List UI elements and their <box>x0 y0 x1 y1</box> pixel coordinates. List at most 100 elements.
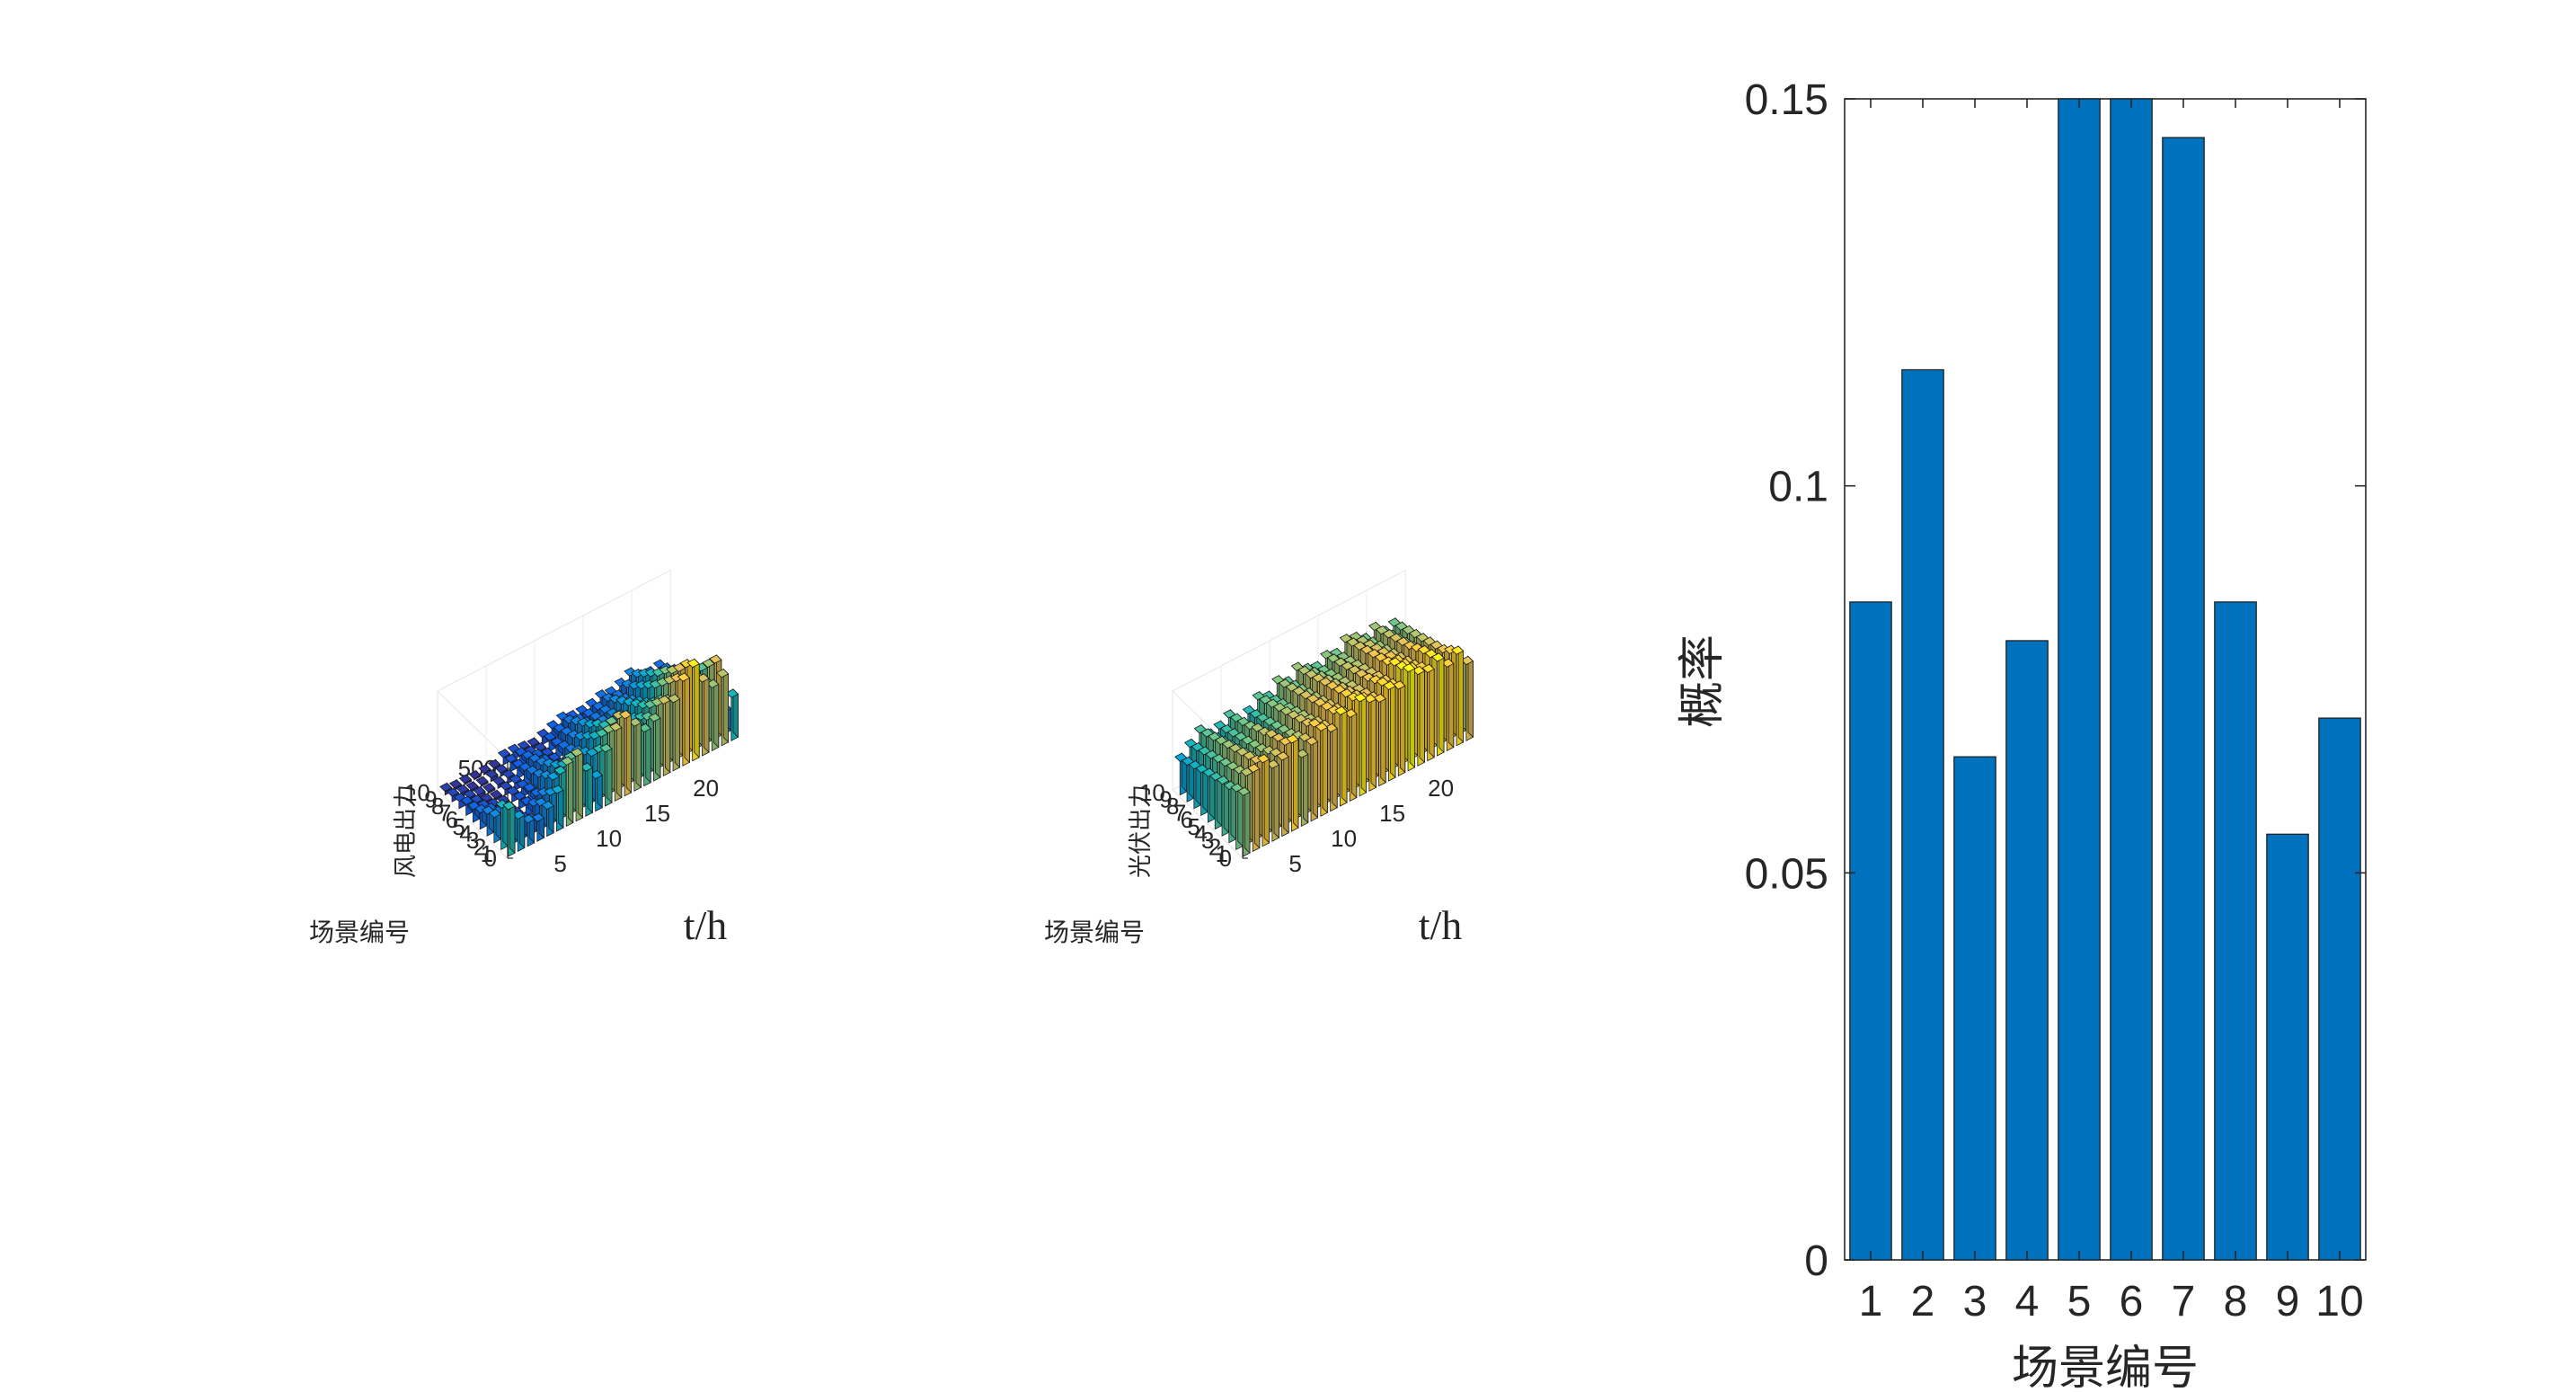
x-tick-label: 6 <box>2120 1278 2144 1326</box>
wind-bar <box>677 672 691 767</box>
wind-bar <box>609 722 623 802</box>
wind-y-tick-label: 2 <box>474 834 486 861</box>
wind-bar <box>512 810 526 853</box>
x-axis-ticks: 1 2 3 4 5 6 7 8 9 10 <box>1859 99 2364 1326</box>
wind-bar <box>527 737 540 750</box>
wind-bar <box>686 658 700 762</box>
wind-bar <box>628 717 642 792</box>
bar-scenario-1 <box>1849 601 1892 1261</box>
wind-bar <box>580 762 594 817</box>
pv-bar <box>1450 645 1465 747</box>
pv-bar <box>1393 679 1406 777</box>
y-axis-label: 概率 <box>1676 634 1730 728</box>
pv-bar <box>1421 663 1435 762</box>
wind-z-axis-label: 风电出力 <box>393 785 420 878</box>
pv-bar <box>1266 758 1280 842</box>
pv-y-tick-label: 8 <box>1166 793 1179 820</box>
pv-x-tick-label: 10 <box>1331 825 1357 852</box>
pv-bar <box>1431 652 1445 757</box>
wind-bar <box>482 782 496 794</box>
pv-bar <box>1324 723 1338 812</box>
x-tick-label: 4 <box>2015 1278 2040 1326</box>
bar-scenario-4 <box>2005 640 2049 1261</box>
pv-bar <box>1402 662 1416 772</box>
pv-bar <box>1460 655 1474 741</box>
wind-bar <box>468 769 482 781</box>
wind-y-tick-label: 4 <box>459 820 472 847</box>
wind-y-tick-label: 9 <box>424 785 437 812</box>
x-tick-label: 2 <box>1911 1278 1935 1326</box>
wind-x-tick-label: 10 <box>596 825 622 852</box>
x-tick-label: 5 <box>2067 1278 2092 1326</box>
wind-bar <box>541 800 554 838</box>
bar-scenario-7 <box>2162 137 2205 1261</box>
bar-series <box>1849 98 2361 1261</box>
pv-bar <box>1256 753 1270 847</box>
wind-y-tick-label: 3 <box>466 827 479 854</box>
wind-y-tick-label: 5 <box>452 813 465 840</box>
wind-bar <box>725 688 739 741</box>
pv-y-tick-label: 3 <box>1201 827 1214 854</box>
wind-bar <box>488 758 501 771</box>
probability-bar-chart: 0 0.05 0.1 0.15 1 2 3 4 5 6 7 8 9 10 场景编号 概率 <box>1676 76 2367 1392</box>
wind-bar <box>551 784 564 832</box>
pv-bar <box>1315 722 1329 817</box>
wind-bar <box>658 695 671 777</box>
x-tick-label: 10 <box>2315 1278 2363 1326</box>
bar-scenario-9 <box>2266 833 2309 1261</box>
pv-x-tick-label: 20 <box>1428 775 1454 802</box>
pv-bar <box>1353 692 1368 797</box>
pv-bar <box>1286 733 1299 832</box>
wind-bar <box>504 753 518 773</box>
pv-bar <box>1305 736 1319 822</box>
x-tick-label: 3 <box>1963 1278 1987 1326</box>
wind-y-axis-label: 场景编号 <box>309 918 410 947</box>
wind-bar <box>706 678 720 752</box>
wind-x-tick-label: 15 <box>644 800 670 827</box>
wind-x-axis-label: t/h <box>684 902 728 948</box>
x-tick-label: 1 <box>1859 1278 1883 1326</box>
bar-scenario-10 <box>2318 717 2361 1261</box>
pv-y-tick-label: 9 <box>1159 785 1172 812</box>
y-tick-label: 0.05 <box>1745 850 1828 898</box>
pv-x-axis-label: t/h <box>1419 902 1463 948</box>
x-axis-label: 场景编号 <box>2012 1342 2199 1392</box>
wind-bar <box>715 668 730 747</box>
pv-y-tick-label: 4 <box>1194 820 1207 847</box>
pv-x-tick-label: 5 <box>1288 850 1301 877</box>
pv-bar <box>1296 749 1309 828</box>
wind-bar <box>513 791 527 810</box>
pv-bar <box>1247 763 1261 853</box>
bar-scenario-6 <box>2110 98 2153 1261</box>
pv-bar <box>1383 680 1396 782</box>
wind-bar <box>696 672 710 757</box>
wind-bar <box>458 774 473 786</box>
wind-bar <box>439 782 453 796</box>
bar-scenario-5 <box>2058 98 2101 1261</box>
pv-z-axis-label: 光伏出力 <box>1128 785 1155 878</box>
pv-bar <box>1195 763 1208 817</box>
wind-bar <box>502 800 516 857</box>
wind-bar <box>648 712 661 782</box>
wind-y-tick-label: 7 <box>438 800 451 827</box>
pv-z-tick-label: 0 <box>1219 845 1232 872</box>
wind-bar <box>521 813 536 847</box>
pv-x-tick-label: 15 <box>1379 800 1405 827</box>
pv-bar <box>1344 708 1358 802</box>
wind-x-tick-label: 20 <box>693 775 719 802</box>
wind-bar <box>478 764 491 776</box>
pv-y-tick-label: 1 <box>1216 840 1228 867</box>
x-tick-label: 8 <box>2224 1278 2248 1326</box>
wind-bar <box>488 808 502 844</box>
wind-z-tick-label: 0 <box>484 845 497 872</box>
wind-y-tick-label: 8 <box>431 793 444 820</box>
wind-bar <box>589 769 603 812</box>
bar-scenario-8 <box>2214 601 2257 1261</box>
y-axis-ticks: 0 0.05 0.1 0.15 <box>1745 76 2366 1285</box>
pv-y-tick-label: 6 <box>1181 806 1193 833</box>
wind-y-tick-label: 10 <box>404 779 430 806</box>
wind-bar <box>489 789 503 802</box>
pv-bar <box>1276 750 1289 838</box>
